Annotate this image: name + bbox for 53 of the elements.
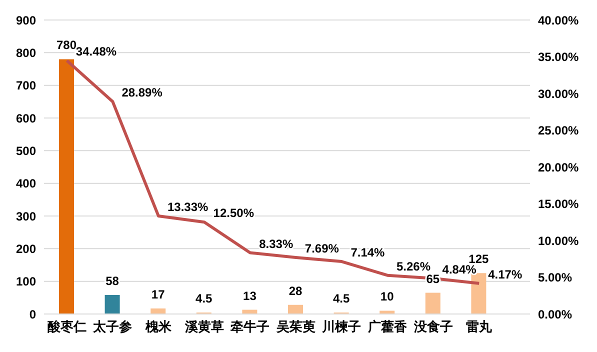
y-tick-label: 700: [16, 78, 36, 93]
bar: [104, 295, 120, 314]
y-tick-label: 600: [16, 111, 36, 126]
x-tick-label: 吴茱萸: [275, 319, 316, 334]
y2-tick-label: 20.00%: [538, 160, 580, 174]
y-tick-label: 900: [16, 13, 36, 28]
x-tick-label: 太子参: [92, 319, 132, 334]
data-label: 13.33%: [168, 200, 209, 214]
x-tick-label: 槐米: [144, 319, 172, 334]
bar: [380, 310, 395, 314]
data-label: 5.26%: [396, 259, 431, 274]
data-label: 4.5: [332, 292, 350, 306]
data-label: 34.48%: [76, 44, 117, 59]
data-label: 13: [243, 288, 257, 303]
data-label: 4.5: [196, 292, 213, 306]
y-tick-label: 400: [16, 176, 36, 191]
y-tick-label: 0: [29, 307, 36, 322]
y-tick-label: 300: [16, 209, 36, 224]
y2-tick-label: 15.00%: [538, 197, 580, 212]
y2-tick-label: 5.00%: [538, 270, 572, 285]
y2-tick-label: 35.00%: [538, 50, 580, 64]
y-tick-label: 500: [16, 144, 36, 158]
y-tick-label: 800: [16, 46, 36, 60]
data-label: 28: [288, 284, 302, 298]
x-tick-label: 酸枣仁: [47, 319, 86, 334]
data-label: 7.14%: [350, 246, 386, 260]
data-label: 58: [106, 274, 120, 288]
y2-tick-label: 30.00%: [538, 86, 580, 101]
x-tick-label: 雷丸: [466, 319, 494, 334]
y2-tick-label: 10.00%: [538, 234, 580, 248]
bar: [150, 308, 166, 314]
y-tick-label: 200: [16, 242, 36, 256]
data-label: 12.50%: [213, 206, 254, 220]
data-label: 780: [56, 38, 77, 52]
x-tick-label: 没食子: [412, 319, 453, 334]
data-label: 8.33%: [259, 236, 294, 251]
x-tick-label: 广藿香: [367, 319, 408, 334]
data-label: 28.89%: [122, 86, 163, 100]
data-label: 7.69%: [304, 241, 340, 256]
x-tick-label: 牵牛子: [230, 319, 270, 334]
y2-tick-label: 0.00%: [538, 307, 572, 322]
y-tick-label: 100: [16, 274, 36, 289]
x-tick-label: 川楝子: [321, 319, 362, 334]
data-label: 17: [151, 287, 166, 302]
data-label: 4.17%: [488, 267, 522, 282]
data-label: 10: [380, 290, 394, 304]
y2-tick-label: 25.00%: [538, 124, 580, 138]
x-tick-label: 溪黄草: [184, 319, 224, 334]
bar: [288, 304, 303, 314]
bar: [425, 292, 440, 314]
y2-tick-label: 40.00%: [538, 13, 580, 28]
bar: [59, 59, 74, 314]
bar: [471, 273, 486, 314]
